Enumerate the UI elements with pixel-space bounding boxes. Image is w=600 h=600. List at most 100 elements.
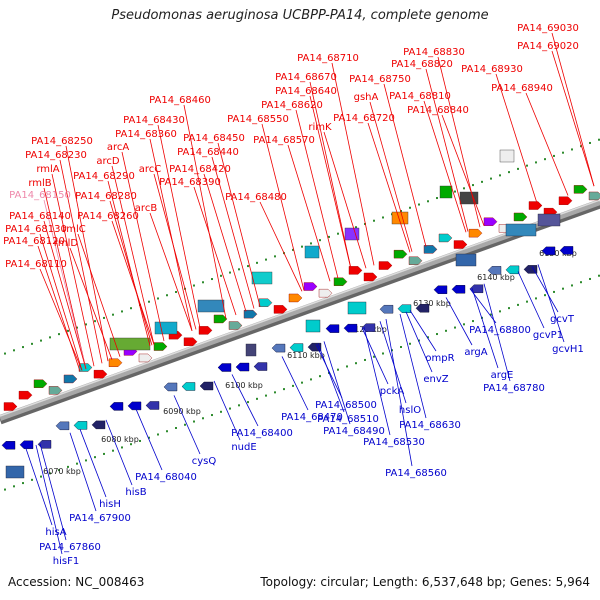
reverse-label-leader — [231, 374, 259, 427]
forward-label-leader — [43, 199, 87, 370]
reverse-gene-label: gcvH1 — [552, 344, 584, 355]
reverse-gene-box — [5, 465, 25, 479]
upper-track-dot — [121, 310, 123, 313]
reverse-label-leader — [405, 311, 433, 373]
upper-track-dot — [418, 203, 420, 206]
forward-label-leader — [441, 114, 485, 226]
scale-dot — [427, 336, 429, 339]
forward-label-leader — [425, 68, 469, 232]
forward-label-leader — [309, 95, 353, 274]
forward-gene-arrow — [513, 212, 528, 222]
forward-gene-label: PA14_68480 — [225, 192, 287, 203]
reverse-gene-arrow — [127, 401, 142, 411]
forward-label-leader — [107, 180, 151, 347]
upper-track-dot — [157, 297, 159, 300]
scale-tick-label: 6110 kbp — [287, 351, 325, 360]
forward-gene-label: PA14_68250 — [31, 136, 93, 147]
upper-track-dot — [4, 352, 6, 355]
upper-track-dot — [274, 255, 276, 258]
reverse-gene-arrow — [307, 342, 322, 352]
reverse-label-leader — [379, 321, 407, 404]
upper-track-dot — [328, 235, 330, 238]
forward-gene-box — [109, 337, 151, 351]
scale-dot — [265, 394, 267, 397]
forward-gene-label: PA14_68440 — [177, 147, 239, 158]
scale-dot — [454, 326, 456, 329]
forward-gene-arrow — [213, 314, 228, 324]
upper-track-dot — [265, 258, 267, 261]
forward-gene-label: PA14_68140 — [9, 211, 71, 222]
forward-label-leader — [331, 62, 375, 266]
scale-dot — [580, 281, 582, 284]
forward-label-leader — [423, 100, 467, 233]
scale-dot — [202, 417, 204, 420]
forward-gene-arrow — [588, 191, 600, 201]
upper-track-dot — [229, 271, 231, 274]
forward-label-leader — [211, 156, 255, 309]
scale-dot — [76, 462, 78, 465]
forward-gene-label: PA14_68840 — [407, 105, 469, 116]
reverse-label-leader — [409, 310, 437, 352]
scale-dot — [85, 459, 87, 462]
upper-track-dot — [337, 232, 339, 235]
reverse-gene-arrow — [271, 343, 286, 353]
forward-gene-box — [499, 149, 515, 163]
reverse-gene-label: PA14_68780 — [483, 383, 545, 394]
reverse-gene-label: PA14_68470 — [281, 412, 343, 423]
reverse-gene-arrow — [217, 363, 232, 372]
forward-label-leader — [51, 173, 95, 367]
forward-gene-label: PA14_68720 — [333, 113, 395, 124]
scale-dot — [193, 420, 195, 423]
reverse-gene-arrow — [487, 266, 502, 275]
scale-dot — [508, 307, 510, 310]
upper-track-dot — [526, 164, 528, 167]
forward-gene-label: PA14_68360 — [115, 129, 177, 140]
scale-dot — [553, 290, 555, 293]
upper-track-dot — [301, 245, 303, 248]
forward-label-leader — [109, 200, 153, 346]
upper-track-dot — [472, 184, 474, 187]
forward-gene-label: PA14_68430 — [123, 115, 185, 126]
forward-label-leader — [39, 233, 83, 371]
reverse-label-leader — [25, 448, 53, 526]
forward-gene-label: PA14_68130 — [5, 224, 67, 235]
scale-dot — [67, 465, 69, 468]
reverse-label-leader — [213, 380, 241, 441]
reverse-gene-box — [537, 213, 561, 227]
reverse-gene-arrow — [505, 265, 520, 275]
reverse-gene-arrow — [73, 421, 88, 430]
reverse-label-leader — [105, 419, 133, 486]
scale-dot — [490, 313, 492, 316]
reverse-gene-label: gcvP1 — [533, 330, 563, 341]
upper-track-dot — [175, 291, 177, 293]
forward-gene-arrow — [378, 261, 393, 270]
reverse-gene-label: PA14_68530 — [363, 437, 425, 448]
scale-dot — [211, 414, 213, 417]
forward-label-leader — [157, 124, 201, 329]
scale-dot — [220, 410, 222, 413]
scale-dot — [274, 391, 276, 394]
scale-dot — [94, 456, 96, 459]
forward-gene-arrow — [528, 201, 543, 210]
reverse-gene-arrow — [145, 401, 160, 410]
forward-gene-label: PA14_68930 — [461, 64, 523, 75]
scale-dot — [175, 427, 177, 429]
scale-dot — [166, 430, 168, 433]
forward-label-leader — [111, 165, 155, 345]
forward-gene-label: PA14_68810 — [389, 91, 451, 102]
reverse-label-leader — [35, 444, 63, 555]
reverse-gene-label: hisH — [99, 499, 121, 510]
forward-label-leader — [261, 123, 305, 291]
reverse-gene-box — [305, 319, 321, 333]
reverse-label-leader — [471, 287, 499, 369]
forward-label-leader — [369, 101, 413, 252]
forward-gene-label: PA14_68390 — [159, 177, 221, 188]
forward-label-leader — [525, 92, 569, 196]
upper-track-dot — [58, 333, 60, 336]
forward-gene-label: PA14_68570 — [253, 135, 315, 146]
reverse-gene-label: gcvT — [550, 314, 575, 325]
reverse-label-leader — [517, 271, 545, 329]
forward-gene-label: gshA — [354, 92, 379, 103]
upper-track-dot — [148, 300, 150, 303]
reverse-gene-label: PA14_68400 — [231, 428, 293, 439]
